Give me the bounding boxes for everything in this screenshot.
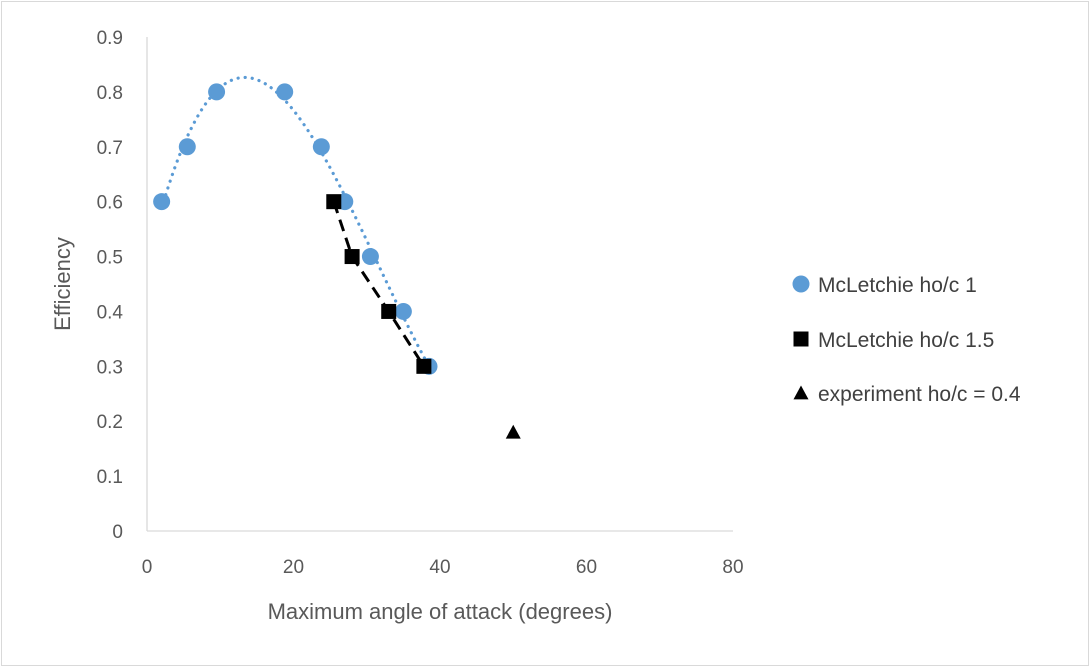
y-tick-label: 0.7	[97, 138, 123, 159]
plot-area	[146, 37, 733, 532]
data-point-circle	[178, 138, 196, 156]
data-point-circle	[312, 138, 330, 156]
y-tick-label: 0	[112, 522, 123, 543]
legend-marker-circle	[792, 275, 810, 293]
data-point-square	[381, 303, 397, 319]
y-tick-labels: 0 0.1 0.2 0.3 0.4 0.5 0.6 0.7 0.8 0.9	[97, 28, 124, 543]
y-tick-label: 0.6	[97, 193, 123, 214]
y-tick-label: 0.1	[97, 467, 123, 488]
legend-label: experiment ho/c = 0.4	[818, 383, 1021, 406]
trendline-dashed	[332, 201, 426, 368]
x-tick-label: 80	[722, 557, 743, 578]
x-tick-labels: 0 20 40 60 80	[142, 557, 744, 578]
legend-marker-square	[793, 331, 809, 347]
y-tick-label: 0.5	[97, 248, 123, 269]
data-point-triangle	[505, 424, 521, 439]
x-tick-label: 40	[429, 557, 450, 578]
legend-label: McLetchie ho/c 1.5	[818, 329, 994, 352]
data-point-square	[344, 249, 360, 265]
x-axis-title: Maximum angle of attack (degrees)	[268, 599, 613, 624]
legend: McLetchie ho/c 1 McLetchie ho/c 1.5 experi…	[792, 274, 1021, 406]
x-tick-label: 20	[283, 557, 304, 578]
data-point-circle	[394, 302, 412, 320]
legend-marker-triangle	[793, 385, 809, 400]
y-tick-label: 0.4	[97, 302, 124, 323]
legend-label: McLetchie ho/c 1	[818, 274, 977, 297]
y-axis-title: Efficiency	[50, 237, 75, 331]
x-tick-label: 60	[576, 557, 597, 578]
data-point-circle	[208, 83, 226, 101]
data-point-circle	[153, 193, 171, 211]
data-point-circle	[361, 248, 379, 266]
y-tick-label: 0.2	[97, 412, 123, 433]
trendline-dotted	[160, 75, 431, 368]
x-tick-label: 0	[142, 557, 153, 578]
data-point-square	[326, 194, 342, 210]
y-tick-label: 0.8	[97, 83, 123, 104]
y-tick-label: 0.9	[97, 28, 123, 49]
data-point-square	[416, 358, 432, 374]
y-tick-label: 0.3	[97, 357, 123, 378]
data-point-circle	[276, 83, 294, 101]
